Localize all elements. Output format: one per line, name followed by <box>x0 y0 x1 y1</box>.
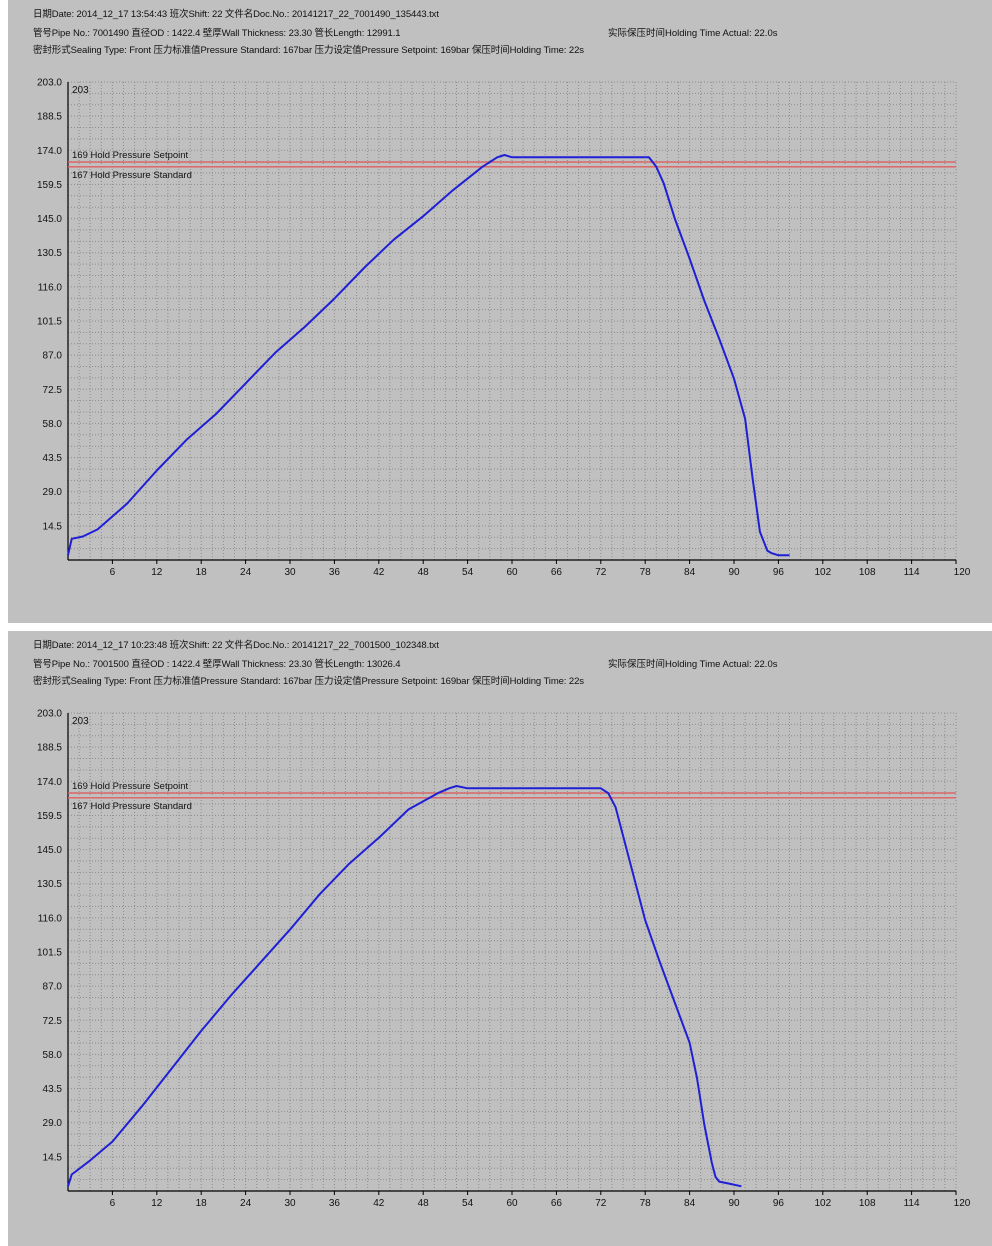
x-tick-label: 54 <box>462 1198 474 1209</box>
x-tick-label: 108 <box>859 567 876 578</box>
x-tick-label: 6 <box>110 567 116 578</box>
x-tick-label: 12 <box>151 567 163 578</box>
y-tick-label: 188.5 <box>37 743 62 754</box>
x-tick-label: 30 <box>284 1198 296 1209</box>
chart-panel-1: 日期Date: 2014_12_17 13:54:43 班次Shift: 22 … <box>8 0 992 623</box>
y-tick-label: 87.0 <box>43 351 63 362</box>
x-tick-label: 96 <box>773 567 785 578</box>
x-tick-label: 6 <box>110 1198 116 1209</box>
x-tick-label: 96 <box>773 1198 785 1209</box>
chart-panel-2: 日期Date: 2014_12_17 10:23:48 班次Shift: 22 … <box>8 631 992 1246</box>
x-tick-label: 102 <box>814 567 831 578</box>
pressure-series-line <box>67 785 742 1188</box>
y-tick-label: 58.0 <box>43 419 63 430</box>
y-tick-label: 101.5 <box>37 317 62 328</box>
x-tick-label: 12 <box>151 1198 163 1209</box>
x-tick-label: 84 <box>684 567 696 578</box>
y-tick-label: 29.0 <box>43 487 63 498</box>
panel-2-info-line-2: 管号Pipe No.: 7001500 直径OD : 1422.4 壁厚Wall… <box>33 659 401 670</box>
x-tick-label: 36 <box>329 1198 341 1209</box>
y-tick-label: 72.5 <box>43 385 63 396</box>
y-max-label: 203 <box>72 85 89 96</box>
y-tick-label: 145.0 <box>37 214 62 225</box>
x-tick-label: 66 <box>551 1198 563 1209</box>
x-tick-label: 30 <box>284 567 296 578</box>
x-tick-label: 114 <box>904 567 920 578</box>
panel-2-info-line-3: 密封形式Sealing Type: Front 压力标准值Pressure St… <box>33 676 584 687</box>
x-tick-label: 48 <box>418 1198 430 1209</box>
panel-1-holding-time-actual: 实际保压时间Holding Time Actual: 22.0s <box>608 28 778 39</box>
x-tick-label: 24 <box>240 567 252 578</box>
y-tick-label: 159.5 <box>37 811 62 822</box>
y-tick-label: 101.5 <box>37 948 62 959</box>
y-tick-label: 145.0 <box>37 845 62 856</box>
y-tick-label: 116.0 <box>38 282 63 293</box>
reference-line-label: 167 Hold Pressure Standard <box>72 170 192 181</box>
x-tick-label: 90 <box>728 567 740 578</box>
x-tick-label: 18 <box>196 1198 208 1209</box>
y-tick-label: 58.0 <box>43 1050 63 1061</box>
pressure-chart-1: 14.5 29.0 43.5 58.0 72.5 87.0 101.5 116.0 130.5 1… <box>37 78 971 579</box>
y-tick-label: 87.0 <box>43 982 63 993</box>
y-tick-label: 14.5 <box>43 521 63 532</box>
x-tick-label: 60 <box>506 1198 518 1209</box>
y-max-label: 203 <box>72 716 89 727</box>
x-tick-label: 102 <box>814 1198 831 1209</box>
reference-line-label: 169 Hold Pressure Setpoint <box>72 781 189 792</box>
x-tick-label: 42 <box>373 567 385 578</box>
reference-line-label: 167 Hold Pressure Standard <box>72 801 192 812</box>
grid <box>68 81 957 560</box>
y-tick-label: 188.5 <box>37 112 62 123</box>
x-tick-label: 42 <box>373 1198 385 1209</box>
y-tick-label: 43.5 <box>43 453 63 464</box>
x-tick-label: 90 <box>728 1198 740 1209</box>
x-tick-label: 78 <box>640 1198 652 1209</box>
y-tick-label: 203.0 <box>37 78 62 89</box>
x-tick-label: 54 <box>462 567 474 578</box>
panel-2-holding-time-actual: 实际保压时间Holding Time Actual: 22.0s <box>608 659 778 670</box>
y-tick-label: 29.0 <box>43 1118 63 1129</box>
y-tick-label: 174.0 <box>37 777 62 788</box>
y-tick-label: 116.0 <box>38 913 63 924</box>
y-tick-label: 14.5 <box>43 1152 63 1163</box>
y-tick-label: 43.5 <box>43 1084 63 1095</box>
x-tick-label: 72 <box>595 1198 607 1209</box>
x-tick-label: 120 <box>954 1198 971 1209</box>
y-tick-label: 203.0 <box>37 709 62 720</box>
x-tick-label: 66 <box>551 567 563 578</box>
panel-1-info-line-1: 日期Date: 2014_12_17 13:54:43 班次Shift: 22 … <box>33 9 439 20</box>
pressure-chart-2: 14.5 29.0 43.5 58.0 72.5 87.0 101.5 116.0 130.5 1… <box>37 709 971 1210</box>
y-tick-label: 130.5 <box>37 248 62 259</box>
pressure-series-line <box>67 154 790 557</box>
y-tick-label: 72.5 <box>43 1016 63 1027</box>
panel-1-info-line-2: 管号Pipe No.: 7001490 直径OD : 1422.4 壁厚Wall… <box>33 28 401 39</box>
x-tick-label: 84 <box>684 1198 696 1209</box>
panel-1-info-line-3: 密封形式Sealing Type: Front 压力标准值Pressure St… <box>33 45 584 56</box>
x-tick-label: 120 <box>954 567 971 578</box>
y-tick-label: 159.5 <box>37 180 62 191</box>
y-tick-label: 130.5 <box>37 879 62 890</box>
grid <box>68 712 957 1191</box>
x-tick-label: 60 <box>506 567 518 578</box>
x-tick-label: 108 <box>859 1198 876 1209</box>
x-tick-label: 72 <box>595 567 607 578</box>
x-tick-label: 36 <box>329 567 341 578</box>
panel-2-info-line-1: 日期Date: 2014_12_17 10:23:48 班次Shift: 22 … <box>33 640 439 651</box>
x-tick-label: 18 <box>196 567 208 578</box>
x-tick-label: 48 <box>418 567 430 578</box>
x-tick-label: 24 <box>240 1198 252 1209</box>
x-tick-label: 114 <box>904 1198 920 1209</box>
reference-line-label: 169 Hold Pressure Setpoint <box>72 150 189 161</box>
y-tick-label: 174.0 <box>37 146 62 157</box>
x-tick-label: 78 <box>640 567 652 578</box>
